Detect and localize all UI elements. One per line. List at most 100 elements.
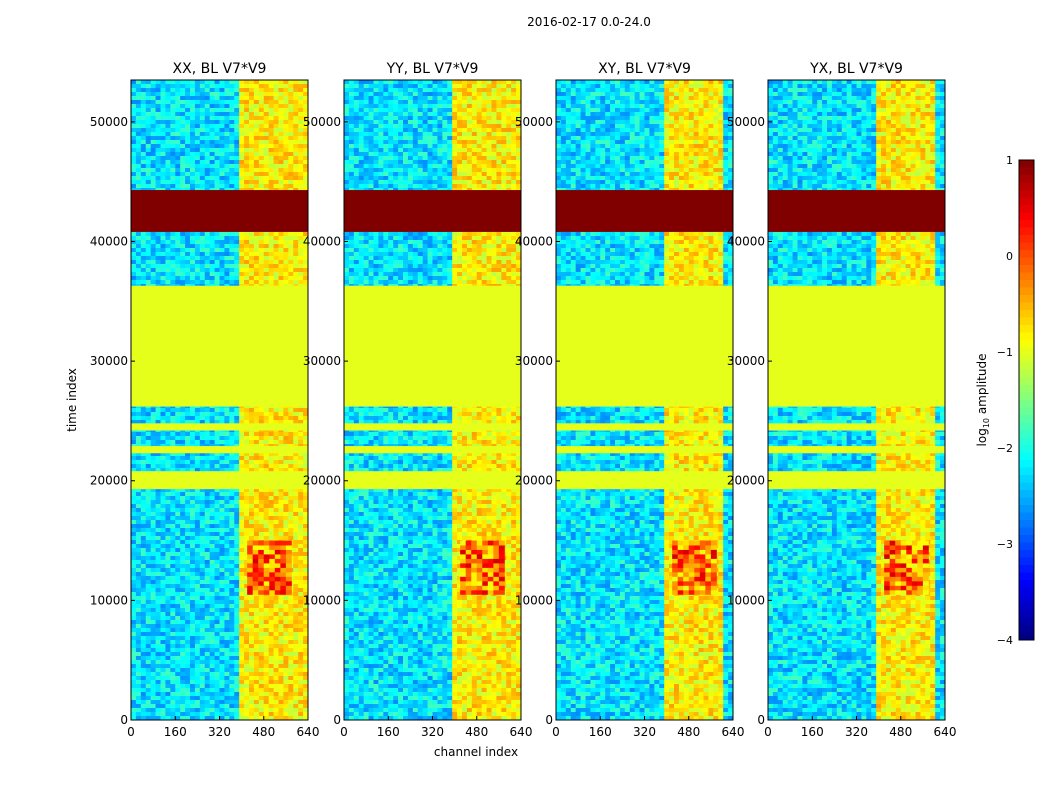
heatmap-cell (234, 264, 240, 269)
heatmap-cell (283, 612, 289, 617)
heatmap-cell (194, 468, 201, 473)
heatmap-cell (165, 252, 171, 257)
heatmap-cell (185, 280, 191, 285)
heatmap-cell (199, 496, 206, 501)
heatmap-cell (165, 408, 171, 413)
heatmap-cell (239, 460, 245, 465)
heatmap-cell (155, 612, 161, 617)
heatmap-cell (155, 464, 161, 469)
heatmap-cell (303, 536, 308, 541)
heatmap-cell (214, 128, 220, 133)
heatmap-cell (258, 152, 265, 157)
heatmap-cell (249, 264, 255, 269)
heatmap-cell (268, 252, 274, 257)
heatmap-cell (268, 104, 274, 109)
heatmap-cell (185, 500, 191, 505)
heatmap-cell (234, 576, 240, 581)
heatmap-cell (239, 592, 245, 597)
heatmap-cell (155, 536, 161, 541)
heatmap-cell (190, 432, 196, 437)
heatmap-cell (258, 240, 265, 245)
heatmap-cell (278, 488, 284, 493)
heatmap-cell (131, 560, 137, 565)
heatmap-cell (150, 108, 156, 113)
heatmap-cell (204, 532, 211, 537)
heatmap-cell (190, 116, 196, 121)
heatmap-cell (293, 612, 299, 617)
heatmap-cell (224, 128, 230, 133)
heatmap-cell (303, 236, 308, 241)
heatmap-cell (194, 280, 201, 285)
heatmap-cell (155, 524, 161, 529)
heatmap-cell (209, 136, 215, 141)
heatmap-cell (140, 552, 147, 557)
heatmap-cell (165, 544, 171, 549)
heatmap-cell (131, 132, 137, 137)
heatmap-cell (165, 564, 171, 569)
heatmap-cell (175, 464, 181, 469)
heatmap-cell (229, 608, 235, 613)
heatmap-cell (219, 248, 225, 253)
heatmap-cell (209, 92, 215, 97)
heatmap-cell (268, 232, 274, 237)
heatmap-cell (135, 116, 142, 121)
heatmap-cell (175, 536, 181, 541)
heatmap-cell (268, 164, 274, 169)
heatmap-cell (214, 124, 220, 129)
heatmap-cell (199, 252, 206, 257)
heatmap-cell (249, 112, 255, 117)
heatmap-cell (194, 572, 201, 577)
heatmap-cell (298, 132, 304, 137)
heatmap-cell (135, 128, 142, 133)
heatmap-cell (170, 256, 176, 261)
heatmap-cell (224, 532, 230, 537)
heatmap-cell (190, 144, 196, 149)
heatmap-cell (239, 252, 245, 257)
heatmap-cell (253, 624, 260, 629)
heatmap-cell (145, 600, 152, 605)
heatmap-cell (239, 596, 245, 601)
heatmap-cell (249, 508, 255, 513)
heatmap-cell (293, 468, 299, 473)
heatmap-cell (165, 552, 171, 557)
heatmap-cell (219, 96, 225, 101)
heatmap-cell (140, 432, 147, 437)
heatmap-cell (258, 596, 265, 601)
heatmap-cell (155, 264, 161, 269)
heatmap-cell (214, 264, 220, 269)
heatmap-cell (204, 556, 211, 561)
heatmap-cell (199, 560, 206, 565)
heatmap-cell (273, 488, 279, 493)
heatmap-cell (263, 464, 270, 469)
heatmap-cell (199, 516, 206, 521)
heatmap-cell (293, 436, 299, 441)
heatmap-cell (199, 280, 206, 285)
heatmap-cell (145, 620, 152, 625)
heatmap-cell (160, 172, 166, 177)
heatmap-cell (170, 540, 176, 545)
heatmap-cell (219, 92, 225, 97)
heatmap-cell (224, 260, 230, 265)
heatmap-cell (175, 492, 181, 497)
heatmap-cell (268, 524, 274, 529)
heatmap-cell (303, 168, 308, 173)
heatmap-cell (229, 436, 235, 441)
heatmap-cell (155, 280, 161, 285)
heatmap-cell (165, 124, 171, 129)
heatmap-cell (165, 608, 171, 613)
heatmap-cell (219, 440, 225, 445)
heatmap-cell (214, 80, 220, 85)
heatmap-cell (185, 172, 191, 177)
heatmap-cell (273, 88, 279, 93)
heatmap-cell (219, 496, 225, 501)
heatmap-cell (273, 604, 279, 609)
heatmap-cell (140, 492, 147, 497)
heatmap-cell (131, 160, 137, 165)
heatmap-cell (180, 516, 186, 521)
heatmap-cell (288, 112, 294, 117)
heatmap-cell (131, 532, 137, 537)
heatmap-cell (244, 416, 250, 421)
heatmap-cell (298, 544, 304, 549)
heatmap-cell (135, 496, 142, 501)
heatmap-cell (303, 464, 308, 469)
